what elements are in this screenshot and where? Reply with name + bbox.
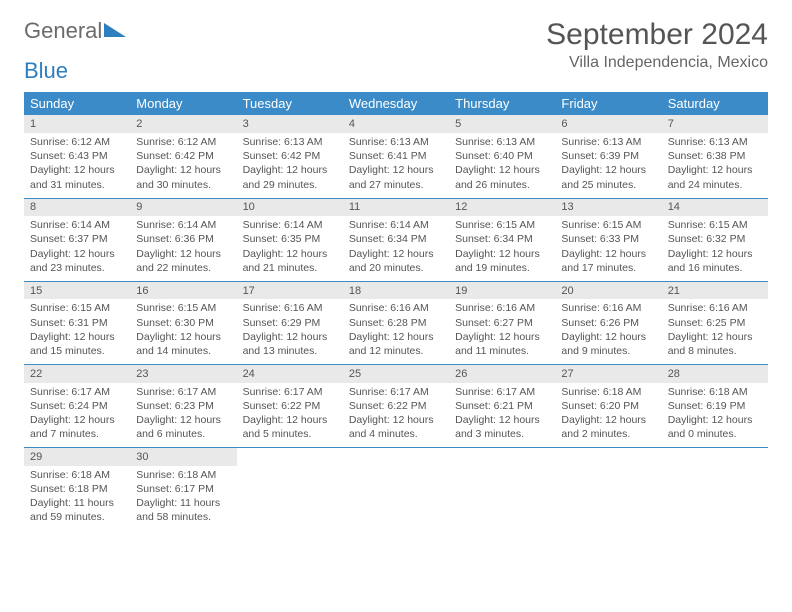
day-number: 2 <box>130 115 236 133</box>
weekday-header: Wednesday <box>343 92 449 115</box>
day-detail: Sunrise: 6:14 AMSunset: 6:37 PMDaylight:… <box>24 216 130 281</box>
empty-cell <box>555 466 661 531</box>
day-number: 17 <box>237 281 343 299</box>
empty-cell <box>555 448 661 466</box>
empty-cell <box>662 466 768 531</box>
empty-cell <box>449 466 555 531</box>
day-number: 7 <box>662 115 768 133</box>
day-number: 26 <box>449 365 555 383</box>
day-number: 25 <box>343 365 449 383</box>
day-detail: Sunrise: 6:12 AMSunset: 6:42 PMDaylight:… <box>130 133 236 198</box>
weekday-header: Tuesday <box>237 92 343 115</box>
weekday-header: Monday <box>130 92 236 115</box>
page-heading: September 2024 Villa Independencia, Mexi… <box>546 18 768 72</box>
day-number: 11 <box>343 198 449 216</box>
day-number: 16 <box>130 281 236 299</box>
day-detail: Sunrise: 6:13 AMSunset: 6:41 PMDaylight:… <box>343 133 449 198</box>
weekday-header: Thursday <box>449 92 555 115</box>
day-detail: Sunrise: 6:18 AMSunset: 6:17 PMDaylight:… <box>130 466 236 531</box>
day-detail: Sunrise: 6:16 AMSunset: 6:26 PMDaylight:… <box>555 299 661 364</box>
day-number: 6 <box>555 115 661 133</box>
day-detail: Sunrise: 6:16 AMSunset: 6:29 PMDaylight:… <box>237 299 343 364</box>
empty-cell <box>662 448 768 466</box>
day-detail: Sunrise: 6:14 AMSunset: 6:35 PMDaylight:… <box>237 216 343 281</box>
empty-cell <box>237 448 343 466</box>
day-detail: Sunrise: 6:12 AMSunset: 6:43 PMDaylight:… <box>24 133 130 198</box>
day-detail: Sunrise: 6:18 AMSunset: 6:20 PMDaylight:… <box>555 383 661 448</box>
day-number: 20 <box>555 281 661 299</box>
day-detail: Sunrise: 6:16 AMSunset: 6:27 PMDaylight:… <box>449 299 555 364</box>
day-info-row: Sunrise: 6:18 AMSunset: 6:18 PMDaylight:… <box>24 466 768 531</box>
day-number: 29 <box>24 448 130 466</box>
weekday-header: Friday <box>555 92 661 115</box>
day-detail: Sunrise: 6:15 AMSunset: 6:33 PMDaylight:… <box>555 216 661 281</box>
empty-cell <box>449 448 555 466</box>
logo-text-blue: Blue <box>24 58 68 83</box>
day-detail: Sunrise: 6:16 AMSunset: 6:28 PMDaylight:… <box>343 299 449 364</box>
date-number-row: 1234567 <box>24 115 768 133</box>
day-number: 14 <box>662 198 768 216</box>
day-number: 19 <box>449 281 555 299</box>
day-detail: Sunrise: 6:17 AMSunset: 6:24 PMDaylight:… <box>24 383 130 448</box>
day-detail: Sunrise: 6:15 AMSunset: 6:32 PMDaylight:… <box>662 216 768 281</box>
day-number: 4 <box>343 115 449 133</box>
weekday-header-row: Sunday Monday Tuesday Wednesday Thursday… <box>24 92 768 115</box>
day-number: 12 <box>449 198 555 216</box>
weekday-header: Saturday <box>662 92 768 115</box>
day-info-row: Sunrise: 6:15 AMSunset: 6:31 PMDaylight:… <box>24 299 768 364</box>
day-number: 3 <box>237 115 343 133</box>
day-number: 22 <box>24 365 130 383</box>
day-number: 13 <box>555 198 661 216</box>
day-detail: Sunrise: 6:17 AMSunset: 6:22 PMDaylight:… <box>237 383 343 448</box>
day-detail: Sunrise: 6:13 AMSunset: 6:40 PMDaylight:… <box>449 133 555 198</box>
day-detail: Sunrise: 6:15 AMSunset: 6:34 PMDaylight:… <box>449 216 555 281</box>
date-number-row: 15161718192021 <box>24 281 768 299</box>
day-info-row: Sunrise: 6:14 AMSunset: 6:37 PMDaylight:… <box>24 216 768 281</box>
day-detail: Sunrise: 6:17 AMSunset: 6:23 PMDaylight:… <box>130 383 236 448</box>
date-number-row: 2930 <box>24 448 768 466</box>
day-number: 10 <box>237 198 343 216</box>
day-detail: Sunrise: 6:15 AMSunset: 6:30 PMDaylight:… <box>130 299 236 364</box>
day-detail: Sunrise: 6:13 AMSunset: 6:42 PMDaylight:… <box>237 133 343 198</box>
day-detail: Sunrise: 6:13 AMSunset: 6:38 PMDaylight:… <box>662 133 768 198</box>
logo-text-general: General <box>24 18 102 44</box>
day-number: 1 <box>24 115 130 133</box>
day-detail: Sunrise: 6:18 AMSunset: 6:18 PMDaylight:… <box>24 466 130 531</box>
day-number: 18 <box>343 281 449 299</box>
day-detail: Sunrise: 6:16 AMSunset: 6:25 PMDaylight:… <box>662 299 768 364</box>
day-number: 30 <box>130 448 236 466</box>
day-detail: Sunrise: 6:17 AMSunset: 6:21 PMDaylight:… <box>449 383 555 448</box>
logo-triangle-icon <box>104 23 126 37</box>
day-number: 21 <box>662 281 768 299</box>
day-detail: Sunrise: 6:15 AMSunset: 6:31 PMDaylight:… <box>24 299 130 364</box>
day-number: 24 <box>237 365 343 383</box>
day-detail: Sunrise: 6:17 AMSunset: 6:22 PMDaylight:… <box>343 383 449 448</box>
day-number: 27 <box>555 365 661 383</box>
day-number: 28 <box>662 365 768 383</box>
day-detail: Sunrise: 6:13 AMSunset: 6:39 PMDaylight:… <box>555 133 661 198</box>
empty-cell <box>343 448 449 466</box>
day-number: 23 <box>130 365 236 383</box>
day-detail: Sunrise: 6:14 AMSunset: 6:36 PMDaylight:… <box>130 216 236 281</box>
date-number-row: 891011121314 <box>24 198 768 216</box>
location-subtitle: Villa Independencia, Mexico <box>546 54 768 72</box>
date-number-row: 22232425262728 <box>24 365 768 383</box>
empty-cell <box>343 466 449 531</box>
day-number: 8 <box>24 198 130 216</box>
day-number: 5 <box>449 115 555 133</box>
weekday-header: Sunday <box>24 92 130 115</box>
day-info-row: Sunrise: 6:17 AMSunset: 6:24 PMDaylight:… <box>24 383 768 448</box>
month-title: September 2024 <box>546 18 768 52</box>
brand-logo: General <box>24 18 130 44</box>
empty-cell <box>237 466 343 531</box>
day-number: 9 <box>130 198 236 216</box>
day-number: 15 <box>24 281 130 299</box>
calendar-table: Sunday Monday Tuesday Wednesday Thursday… <box>24 92 768 530</box>
day-info-row: Sunrise: 6:12 AMSunset: 6:43 PMDaylight:… <box>24 133 768 198</box>
day-detail: Sunrise: 6:14 AMSunset: 6:34 PMDaylight:… <box>343 216 449 281</box>
day-detail: Sunrise: 6:18 AMSunset: 6:19 PMDaylight:… <box>662 383 768 448</box>
